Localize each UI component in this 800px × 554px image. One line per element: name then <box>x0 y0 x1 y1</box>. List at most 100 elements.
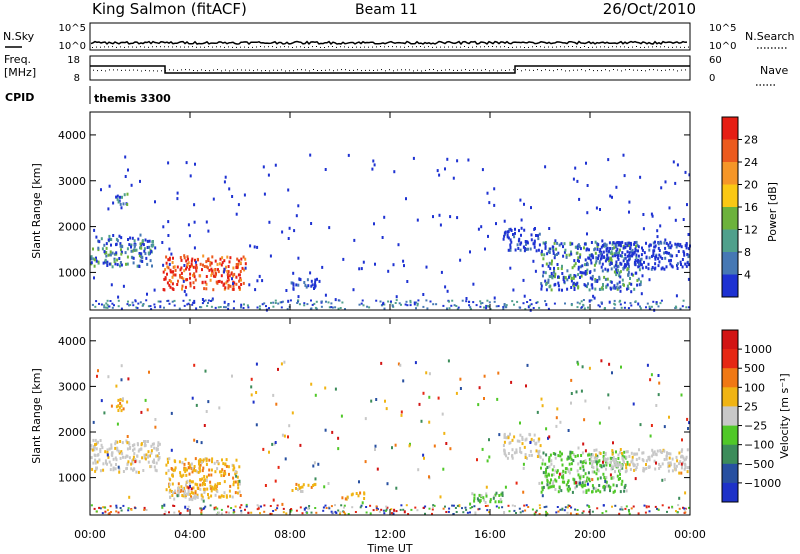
heatmap-cell <box>135 248 138 252</box>
scatter-echo <box>193 203 196 207</box>
nave-dot <box>305 69 306 71</box>
ground-scatter-cell <box>330 505 333 508</box>
heatmap-cell <box>514 248 517 252</box>
heatmap-cell <box>645 466 648 470</box>
nsearch-dot <box>312 46 313 48</box>
heatmap-cell <box>562 245 564 249</box>
ground-scatter-cell <box>272 510 275 512</box>
heatmap-cell <box>606 457 609 461</box>
heatmap-cell <box>501 494 504 497</box>
heatmap-cell <box>106 264 109 267</box>
ground-scatter-cell <box>588 506 591 509</box>
heatmap-cell <box>526 240 529 244</box>
ground-scatter-cell <box>290 508 293 510</box>
scatter-echo <box>402 379 405 383</box>
scatter-echo <box>422 453 425 457</box>
heatmap-cell <box>192 273 194 277</box>
heatmap-cell <box>615 243 618 247</box>
heatmap-cell <box>304 283 307 287</box>
ground-scatter-cell <box>240 509 243 512</box>
heatmap-cell <box>545 467 548 471</box>
heatmap-cell <box>221 458 223 462</box>
ground-scatter-cell <box>274 508 277 511</box>
heatmap-cell <box>577 267 580 271</box>
scatter-echo <box>418 402 421 406</box>
heatmap-cell <box>561 475 563 479</box>
heatmap-cell <box>602 250 605 254</box>
nsearch-dot <box>516 46 517 48</box>
ground-scatter-cell <box>570 304 573 307</box>
ground-scatter-cell <box>424 512 426 515</box>
heatmap-cell <box>90 447 93 451</box>
scatter-echo <box>309 153 312 157</box>
heatmap-cell <box>624 256 627 260</box>
ground-scatter-cell <box>379 300 382 303</box>
heatmap-cell <box>616 271 619 275</box>
heatmap-cell <box>240 278 242 282</box>
heatmap-cell <box>633 468 636 472</box>
heatmap-cell <box>555 479 558 483</box>
heatmap-cell <box>230 272 233 276</box>
heatmap-cell <box>164 277 167 281</box>
ground-scatter-cell <box>457 306 460 309</box>
heatmap-cell <box>187 492 190 496</box>
heatmap-cell <box>217 462 220 466</box>
heatmap-cell <box>132 458 135 462</box>
heatmap-cell <box>181 284 184 288</box>
heatmap-cell <box>132 455 135 459</box>
ground-scatter-cell <box>618 512 621 515</box>
heatmap-cell <box>607 257 609 261</box>
heatmap-cell <box>169 495 171 499</box>
heatmap-cell <box>640 253 643 257</box>
heatmap-cell <box>594 261 597 265</box>
nsearch-dot <box>164 46 165 48</box>
nave-dot <box>293 70 294 72</box>
heatmap-cell <box>570 457 573 461</box>
heatmap-cell <box>227 278 230 282</box>
nsearch-dot <box>428 46 429 48</box>
scatter-echo <box>403 264 405 268</box>
nsearch-dot <box>444 46 445 48</box>
heatmap-cell <box>119 202 122 206</box>
heatmap-cell <box>571 490 574 494</box>
ground-scatter-cell <box>409 304 412 307</box>
scatter-echo <box>602 460 604 464</box>
heatmap-cell <box>558 243 561 247</box>
nsearch-dot <box>408 46 409 48</box>
heatmap-cell <box>632 273 635 277</box>
scatter-echo <box>686 203 688 207</box>
heatmap-cell <box>526 456 528 460</box>
ground-scatter-cell <box>322 506 325 509</box>
heatmap-cell <box>199 466 201 470</box>
scatter-echo <box>576 179 579 183</box>
y-tick-label: 4000 <box>58 129 86 142</box>
heatmap-cell <box>670 258 672 262</box>
heatmap-cell <box>122 455 124 459</box>
nave-dot <box>577 69 578 71</box>
scatter-echo <box>240 303 243 307</box>
heatmap-cell <box>594 453 597 457</box>
heatmap-cell <box>545 470 547 473</box>
scatter-echo <box>657 374 660 377</box>
heatmap-cell <box>114 456 117 460</box>
ground-scatter-cell <box>586 504 589 507</box>
heatmap-cell <box>229 484 232 488</box>
heatmap-cell <box>130 467 133 471</box>
ground-scatter-cell <box>297 299 300 302</box>
heatmap-cell <box>184 489 186 493</box>
scatter-echo <box>362 260 365 264</box>
ground-scatter-cell <box>227 304 230 307</box>
scatter-echo <box>196 440 199 444</box>
scatter-echo <box>161 241 164 244</box>
heatmap-cell <box>652 241 655 245</box>
ground-scatter-cell <box>320 305 323 308</box>
ground-scatter-cell <box>469 511 471 514</box>
heatmap-cell <box>634 247 637 251</box>
ground-scatter-cell <box>478 507 481 510</box>
scatter-echo <box>459 377 462 381</box>
heatmap-cell <box>153 461 156 464</box>
heatmap-cell <box>202 482 205 485</box>
ground-scatter-cell <box>375 299 378 302</box>
scatter-echo <box>162 225 165 229</box>
heatmap-cell <box>169 268 172 272</box>
